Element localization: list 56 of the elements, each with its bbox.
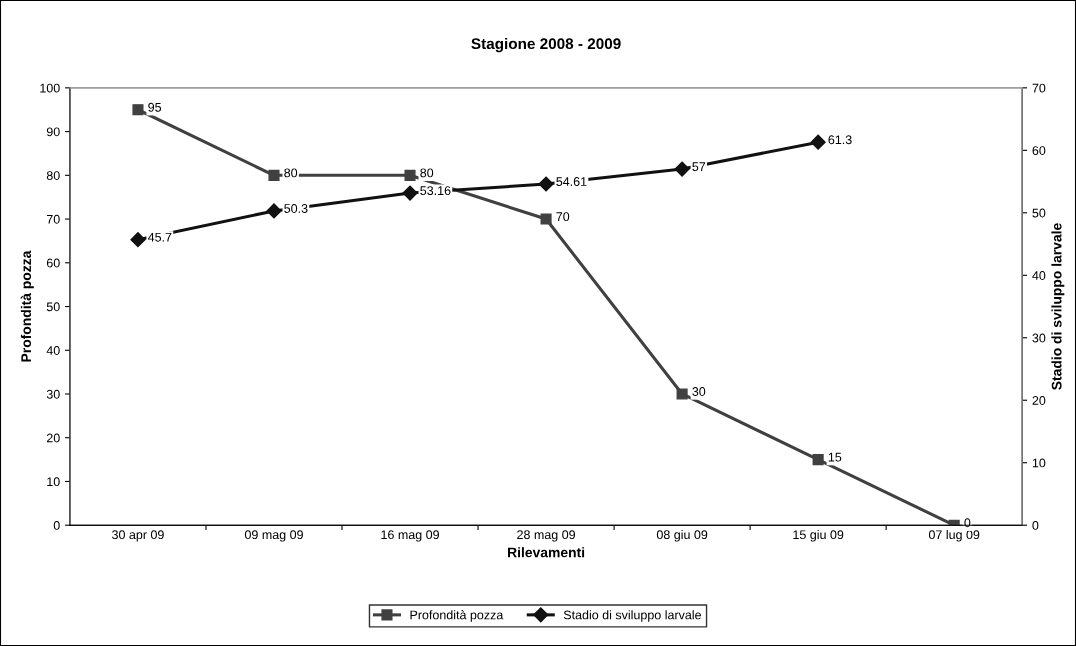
data-label: 61.3	[828, 135, 852, 145]
y-tick-label: 20	[46, 433, 60, 443]
y2-tick-label: 60	[1032, 146, 1046, 155]
y2-tick-label: 40	[1032, 271, 1046, 280]
data-label: 50.3	[284, 204, 308, 213]
point	[810, 134, 826, 150]
data-label: 95	[148, 102, 162, 112]
x-tick-label: 15 giu 09	[793, 529, 844, 542]
y-tick-label: 40	[46, 346, 60, 355]
x-tick-label: 08 giu 09	[656, 529, 708, 542]
x-tick-label: 28 mag 09	[517, 530, 576, 542]
point	[268, 169, 280, 181]
data-label: 45.7	[147, 232, 172, 242]
y2-tick-label: 50	[1032, 208, 1046, 218]
y-tick-label: 90	[46, 127, 60, 137]
y-tick-label: 100	[40, 83, 60, 93]
point	[538, 176, 554, 192]
y-tick-label: 60	[46, 258, 60, 268]
y2-tick-label: 20	[1032, 396, 1046, 405]
data-label: 57	[692, 162, 706, 172]
data-label: 54.61	[556, 177, 587, 186]
y-tick-label: 10	[47, 477, 60, 487]
point	[676, 388, 688, 400]
data-label: 15	[828, 452, 842, 462]
y2-tick-label: 70	[1032, 83, 1046, 93]
y2-tick-label: 0	[1032, 521, 1039, 530]
point	[402, 185, 418, 201]
chart-title: Stagione 2008 - 2009	[471, 37, 621, 53]
data-label: 30	[692, 387, 706, 396]
point	[266, 203, 282, 219]
y-tick-label: 0	[53, 521, 60, 530]
x-tick-label: 30 apr 09	[112, 530, 164, 542]
y-tick-label: 50	[46, 302, 60, 312]
data-label: 80	[284, 168, 298, 178]
point	[132, 104, 144, 116]
point	[812, 454, 824, 466]
y-tick-label: 30	[46, 389, 60, 399]
x-axis-title: Rilevamenti	[508, 547, 585, 558]
y-tick-label: 70	[46, 214, 60, 224]
y-tick-label: 80	[46, 171, 60, 180]
data-label: 80	[420, 168, 434, 178]
point	[130, 232, 146, 248]
y-axis-title: Profondità pozza	[20, 250, 34, 362]
point	[404, 169, 416, 181]
x-tick-label: 16 mag 09	[381, 530, 439, 542]
x-tick-label: 09 mag 09	[244, 530, 303, 542]
data-label: 70	[556, 212, 570, 222]
y2-tick-label: 10	[1032, 458, 1046, 468]
y2-axis-title: Stadio di sviluppo larvale	[1051, 223, 1065, 390]
y2-tick-label: 30	[1032, 333, 1046, 343]
x-tick-label: 07 lug 09	[928, 529, 980, 542]
legend-label: Stadio di sviluppo larvale	[563, 610, 701, 622]
legend-label: Profondità pozza	[410, 610, 504, 622]
point	[674, 161, 690, 177]
point	[540, 213, 552, 225]
data-label: 53.16	[420, 186, 451, 196]
